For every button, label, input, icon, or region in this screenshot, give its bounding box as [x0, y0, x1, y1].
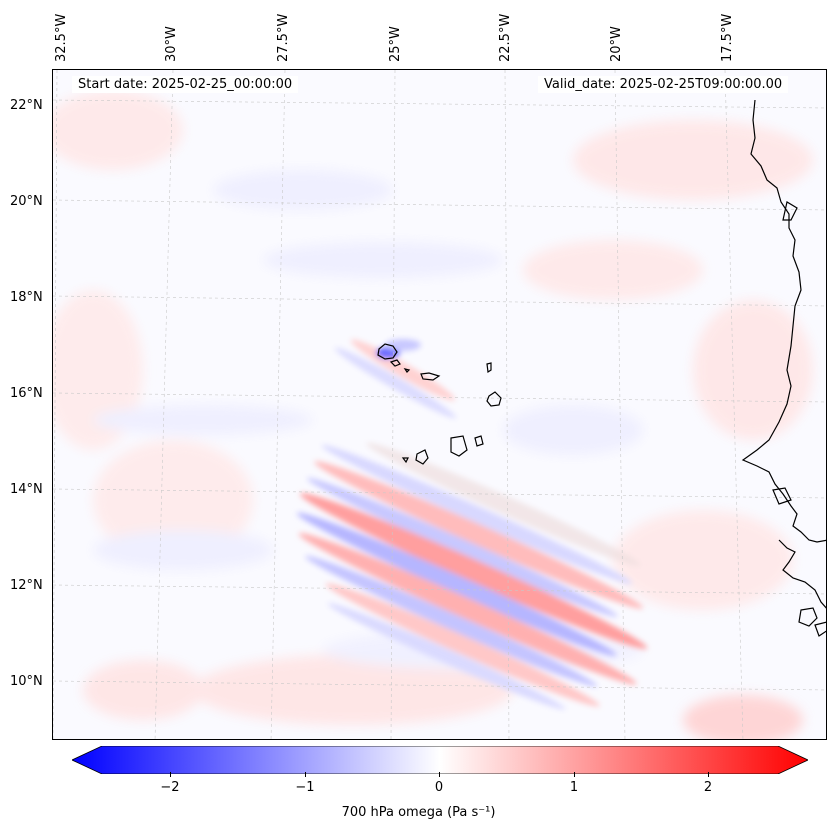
colorbar — [71, 745, 809, 775]
colorbar-tickmark — [708, 772, 709, 777]
lat-label-16n: 16°N — [10, 386, 43, 401]
graticule — [53, 70, 826, 739]
colorbar-tickmark — [170, 772, 171, 777]
lat-label-20n: 20°N — [10, 194, 43, 209]
colorbar-tickmark — [439, 772, 440, 777]
african-coastline — [741, 99, 826, 637]
lat-label-14n: 14°N — [10, 482, 43, 497]
lat-label-12n: 12°N — [10, 578, 43, 593]
colorbar-tick-label: 2 — [703, 780, 713, 795]
lon-label-20w: 20°W — [609, 26, 624, 62]
omega-field — [53, 70, 826, 739]
map-panel[interactable] — [52, 69, 827, 740]
cape-verde-islands — [377, 343, 502, 465]
lat-label-18n: 18°N — [10, 290, 43, 305]
colorbar-tick-label: 1 — [569, 780, 579, 795]
colorbar-tick-label: 0 — [434, 780, 444, 795]
colorbar-gradient — [71, 745, 809, 775]
valid-date-label: Valid_date: 2025-02-25T09:00:00.00 — [538, 76, 789, 93]
colorbar-label: 700 hPa omega (Pa s⁻¹) — [341, 805, 496, 820]
background-anomalies — [53, 90, 813, 739]
lon-label-17.5w: 17.5°W — [720, 13, 735, 62]
colorbar-tick-label: −1 — [295, 780, 315, 795]
wave-train — [296, 339, 648, 710]
lat-label-22n: 22°N — [10, 98, 43, 113]
lat-label-10n: 10°N — [10, 674, 43, 689]
lon-label-30w: 30°W — [164, 26, 179, 62]
lon-label-32.5w: 32.5°W — [54, 13, 69, 62]
lon-label-27.5w: 27.5°W — [276, 13, 291, 62]
start-date-label: Start date: 2025-02-25_00:00:00 — [72, 76, 299, 93]
colorbar-tick-label: −2 — [160, 780, 180, 795]
colorbar-tickmark — [574, 772, 575, 777]
lon-label-22.5w: 22.5°W — [498, 13, 513, 62]
colorbar-tickmark — [305, 772, 306, 777]
lon-label-25w: 25°W — [388, 26, 403, 62]
